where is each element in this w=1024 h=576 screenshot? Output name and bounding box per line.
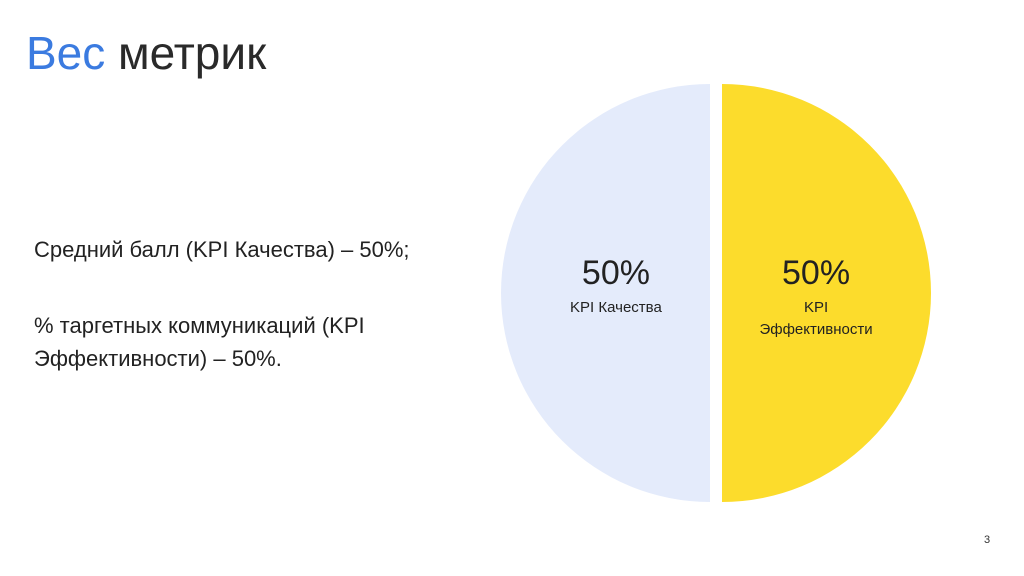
pie-slice: [501, 84, 710, 502]
category-label: KPI Качества: [570, 299, 662, 316]
paragraph: Средний балл (KPI Качества) – 50%;: [34, 237, 410, 262]
value-label: 50%: [581, 254, 650, 292]
title-accent: Вес: [26, 27, 106, 79]
slice-label: 50% KPI Качества: [551, 253, 681, 319]
pie-slice: [722, 84, 931, 502]
page-number: 3: [984, 534, 991, 546]
title-rest: метрик: [118, 27, 267, 79]
category-label: KPI Эффективности: [759, 299, 873, 338]
value-label: 50%: [782, 254, 851, 292]
slide-title: Вес метрик: [26, 26, 266, 80]
slice-label: 50% KPI Эффективности: [751, 253, 881, 341]
paragraph: % таргетных коммуникаций (KPI Эффективно…: [34, 313, 365, 371]
